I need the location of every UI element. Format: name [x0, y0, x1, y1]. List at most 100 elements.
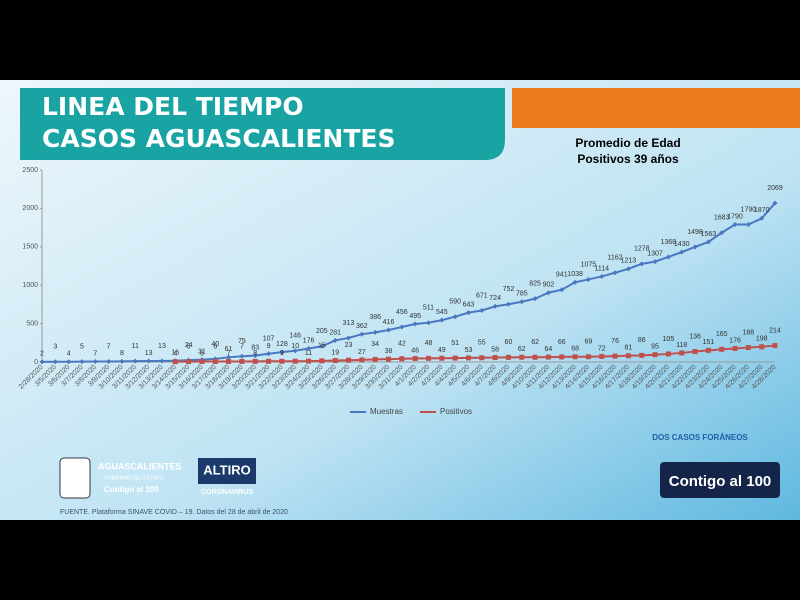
- marker: [39, 359, 45, 365]
- data-label: 6: [213, 343, 217, 350]
- logo-text: CORONAVIRUS: [201, 489, 253, 496]
- data-label: 545: [436, 309, 448, 316]
- data-label: 1430: [674, 241, 690, 248]
- marker: [505, 354, 511, 360]
- marker: [665, 351, 671, 357]
- data-label: 165: [716, 331, 728, 338]
- marker: [319, 343, 325, 349]
- marker: [692, 349, 698, 355]
- marker: [266, 351, 272, 357]
- y-tick-label: 1500: [22, 244, 38, 251]
- marker: [132, 358, 138, 364]
- marker: [425, 320, 431, 326]
- marker: [279, 358, 285, 364]
- marker: [705, 347, 711, 353]
- data-label: 66: [558, 339, 566, 346]
- data-label: 76: [611, 338, 619, 345]
- series-line: [175, 344, 776, 363]
- marker: [465, 310, 471, 316]
- data-label: 75: [238, 338, 246, 345]
- data-label: 456: [396, 309, 408, 316]
- data-label: 128: [276, 341, 288, 348]
- data-label: 62: [531, 339, 539, 346]
- data-label: 95: [651, 344, 659, 351]
- data-label: 1114: [594, 265, 609, 272]
- data-label: 83: [251, 344, 259, 351]
- marker: [625, 266, 631, 272]
- data-label: 86: [638, 337, 646, 344]
- data-label: 31: [198, 348, 206, 355]
- title: LINEA DEL TIEMPO: [42, 92, 304, 121]
- marker: [745, 345, 751, 351]
- marker: [585, 276, 591, 282]
- data-label: 34: [371, 341, 379, 348]
- data-label: 23: [345, 342, 353, 349]
- marker: [386, 327, 392, 333]
- marker: [186, 359, 192, 365]
- data-label: 72: [598, 345, 606, 352]
- marker: [319, 358, 325, 364]
- data-label: 4: [67, 351, 71, 358]
- marker: [252, 358, 258, 364]
- data-label: 62: [518, 346, 526, 353]
- marker: [372, 356, 378, 362]
- marker: [505, 301, 511, 307]
- badge: [660, 462, 780, 498]
- data-label: 1038: [567, 271, 583, 278]
- marker: [519, 354, 525, 360]
- marker: [519, 299, 525, 305]
- marker: [266, 358, 272, 364]
- data-label: 671: [476, 292, 488, 299]
- data-label: 107: [263, 336, 275, 343]
- data-label: 151: [703, 339, 715, 346]
- data-label: 7: [93, 350, 97, 357]
- data-label: 118: [676, 342, 687, 349]
- marker: [372, 329, 378, 335]
- marker: [306, 358, 312, 364]
- data-label: 51: [451, 340, 459, 347]
- data-label: 24: [185, 342, 193, 349]
- marker: [479, 355, 485, 361]
- data-label: 19: [331, 349, 339, 356]
- data-label: 214: [769, 327, 781, 334]
- data-label: 16: [171, 350, 179, 357]
- marker: [92, 358, 98, 364]
- data-label: 1278: [634, 246, 650, 253]
- data-label: 68: [571, 346, 579, 353]
- data-label: 1790: [741, 206, 757, 213]
- marker: [492, 303, 498, 309]
- marker: [559, 287, 565, 293]
- data-label: 40: [211, 341, 219, 348]
- data-label: 1162: [608, 255, 623, 262]
- data-label: 8: [253, 350, 257, 357]
- data-label: 1307: [647, 250, 663, 257]
- data-label: 416: [383, 319, 395, 326]
- data-label: 825: [529, 280, 541, 287]
- data-label: 1368: [661, 239, 677, 246]
- data-label: 60: [505, 339, 513, 346]
- marker: [52, 359, 58, 365]
- title: CASOS AGUASCALIENTES: [42, 124, 395, 153]
- marker: [652, 352, 658, 358]
- marker: [759, 344, 765, 350]
- logo-text: AGUASCALIENTES: [98, 461, 182, 471]
- data-label: 146: [289, 333, 301, 340]
- source: FUENTE. Plataforma SINAVE COVID – 19. Da…: [60, 509, 288, 516]
- marker: [359, 331, 365, 337]
- data-label: 69: [585, 339, 593, 346]
- data-label: 5: [80, 343, 84, 350]
- marker: [732, 222, 738, 228]
- marker: [346, 357, 352, 363]
- marker: [545, 354, 551, 360]
- marker: [665, 254, 671, 260]
- y-tick-label: 500: [26, 320, 38, 327]
- marker: [159, 358, 165, 364]
- data-label: 281: [329, 329, 341, 336]
- marker: [572, 279, 578, 285]
- data-label: 724: [489, 295, 501, 302]
- marker: [692, 244, 698, 250]
- data-label: 590: [449, 299, 461, 306]
- marker: [79, 359, 85, 365]
- marker: [639, 261, 645, 267]
